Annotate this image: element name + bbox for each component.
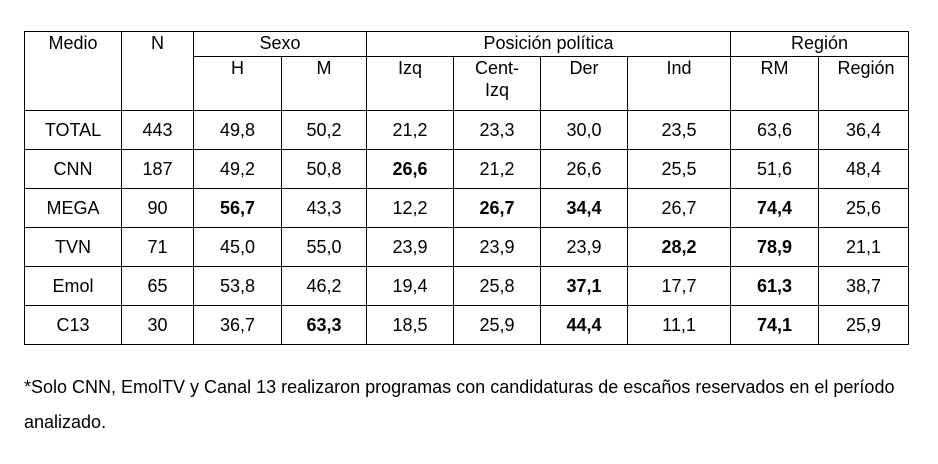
column-label: Ind (666, 58, 692, 78)
table-cell: 37,1 (540, 266, 628, 306)
column-header: Cent-Izq (453, 56, 541, 111)
table-cell: 34,4 (540, 188, 628, 228)
table-cell: 48,4 (818, 149, 910, 189)
column-label: Der (569, 58, 599, 78)
table-cell: 25,9 (453, 305, 541, 345)
table-cell: 12,2 (366, 188, 454, 228)
table-row: CNN 187 49,2 50,8 26,6 21,2 26,6 25,5 51,6 48,4 (24, 149, 910, 189)
table-header: Medio N Sexo Posición política Región H M Iz… (24, 31, 910, 111)
header-cell: Medio (24, 31, 122, 111)
table-cell: 38,7 (818, 266, 910, 306)
column-label: M (316, 58, 332, 78)
table-cell: 36,7 (193, 305, 282, 345)
column-label: H (231, 58, 244, 78)
table-cell: 74,4 (730, 188, 820, 228)
table-cell: C13 (24, 305, 122, 345)
table-cell: 65 (121, 266, 194, 306)
table-row: MEGA 90 56,7 43,3 12,2 26,7 34,4 26,7 74,4 25,6 (24, 188, 910, 228)
column-label: RM (760, 58, 789, 78)
column-header: Ind (626, 56, 732, 111)
table-cell: 25,6 (818, 188, 910, 228)
table-cell: 21,2 (366, 110, 454, 150)
group-header: Región (730, 31, 910, 57)
table-cell: 30 (121, 305, 194, 345)
header-cell: N (121, 31, 194, 111)
table-cell: 26,6 (540, 149, 628, 189)
table-cell: 50,8 (281, 149, 367, 189)
column-header: RM (730, 56, 820, 111)
table-cell: 26,7 (626, 188, 732, 228)
column-header: Der (540, 56, 628, 111)
table-cell: 50,2 (281, 110, 367, 150)
column-label: Cent-Izq (474, 58, 519, 100)
table-cell: 53,8 (193, 266, 282, 306)
table-cell: 45,0 (193, 227, 282, 267)
table-cell: 26,7 (453, 188, 541, 228)
table-cell: 43,3 (281, 188, 367, 228)
table-cell: 44,4 (540, 305, 628, 345)
table-cell: 17,7 (626, 266, 732, 306)
column-label: Región (837, 58, 895, 78)
data-table: Medio N Sexo Posición política Región H M Iz… (24, 31, 910, 345)
header-row: H M Izq Cent-Izq Der Ind RM Región (25, 56, 910, 111)
table-row: TVN 71 45,0 55,0 23,9 23,9 23,9 28,2 78,9 21,1 (24, 227, 910, 267)
group-header: Posición política (365, 31, 732, 57)
table-cell: 74,1 (730, 305, 820, 345)
table-cell: 23,9 (366, 227, 454, 267)
table-row: C13 30 36,7 63,3 18,5 25,9 44,4 11,1 74,1 25,9 (24, 305, 910, 345)
table-cell: 71 (121, 227, 194, 267)
table-cell: 63,6 (730, 110, 820, 150)
table-cell: 26,6 (366, 149, 454, 189)
column-header: Izq (366, 56, 454, 111)
table-body: TOTAL 443 49,8 50,2 21,2 23,3 30,0 23,5 63,6 36,4… (24, 110, 910, 345)
table-cell: 21,1 (818, 227, 910, 267)
table-cell: 78,9 (730, 227, 820, 267)
table-cell: 18,5 (366, 305, 454, 345)
table-cell: 49,8 (193, 110, 282, 150)
column-header: Región (818, 56, 910, 111)
table-cell: 19,4 (366, 266, 454, 306)
table-cell: 11,1 (626, 305, 732, 345)
table-cell: 23,9 (540, 227, 628, 267)
table-cell: 21,2 (453, 149, 541, 189)
table-cell: 25,5 (626, 149, 732, 189)
table-row: Emol 65 53,8 46,2 19,4 25,8 37,1 17,7 61,3 38,7 (24, 266, 910, 306)
group-header: Sexo (193, 31, 367, 57)
table-cell: 56,7 (193, 188, 282, 228)
table-cell: 46,2 (281, 266, 367, 306)
table-cell: 51,6 (730, 149, 820, 189)
table-cell: 23,3 (453, 110, 541, 150)
column-header: M (281, 56, 367, 111)
table-cell: Emol (24, 266, 122, 306)
table-cell: 63,3 (281, 305, 367, 345)
table-cell: 187 (121, 149, 194, 189)
table-cell: 25,8 (453, 266, 541, 306)
table-cell: MEGA (24, 188, 122, 228)
table-cell: 443 (121, 110, 194, 150)
table-row: TOTAL 443 49,8 50,2 21,2 23,3 30,0 23,5 63,6 36,4 (24, 110, 910, 150)
footnote: *Solo CNN, EmolTV y Canal 13 realizaron … (24, 377, 895, 432)
table-cell: 61,3 (730, 266, 820, 306)
table-cell: 90 (121, 188, 194, 228)
table-cell: TVN (24, 227, 122, 267)
table-cell: 30,0 (540, 110, 628, 150)
table-cell: CNN (24, 149, 122, 189)
table-cell: 23,5 (626, 110, 732, 150)
table-cell: 55,0 (281, 227, 367, 267)
table-cell: 49,2 (193, 149, 282, 189)
column-header: H (193, 56, 282, 111)
table-cell: 25,9 (818, 305, 910, 345)
header-row: Medio N Sexo Posición política Región (24, 31, 910, 111)
table-cell: 36,4 (818, 110, 910, 150)
table-cell: TOTAL (24, 110, 122, 150)
table-cell: 23,9 (453, 227, 541, 267)
table-cell: 28,2 (626, 227, 732, 267)
column-label: Izq (397, 58, 422, 78)
